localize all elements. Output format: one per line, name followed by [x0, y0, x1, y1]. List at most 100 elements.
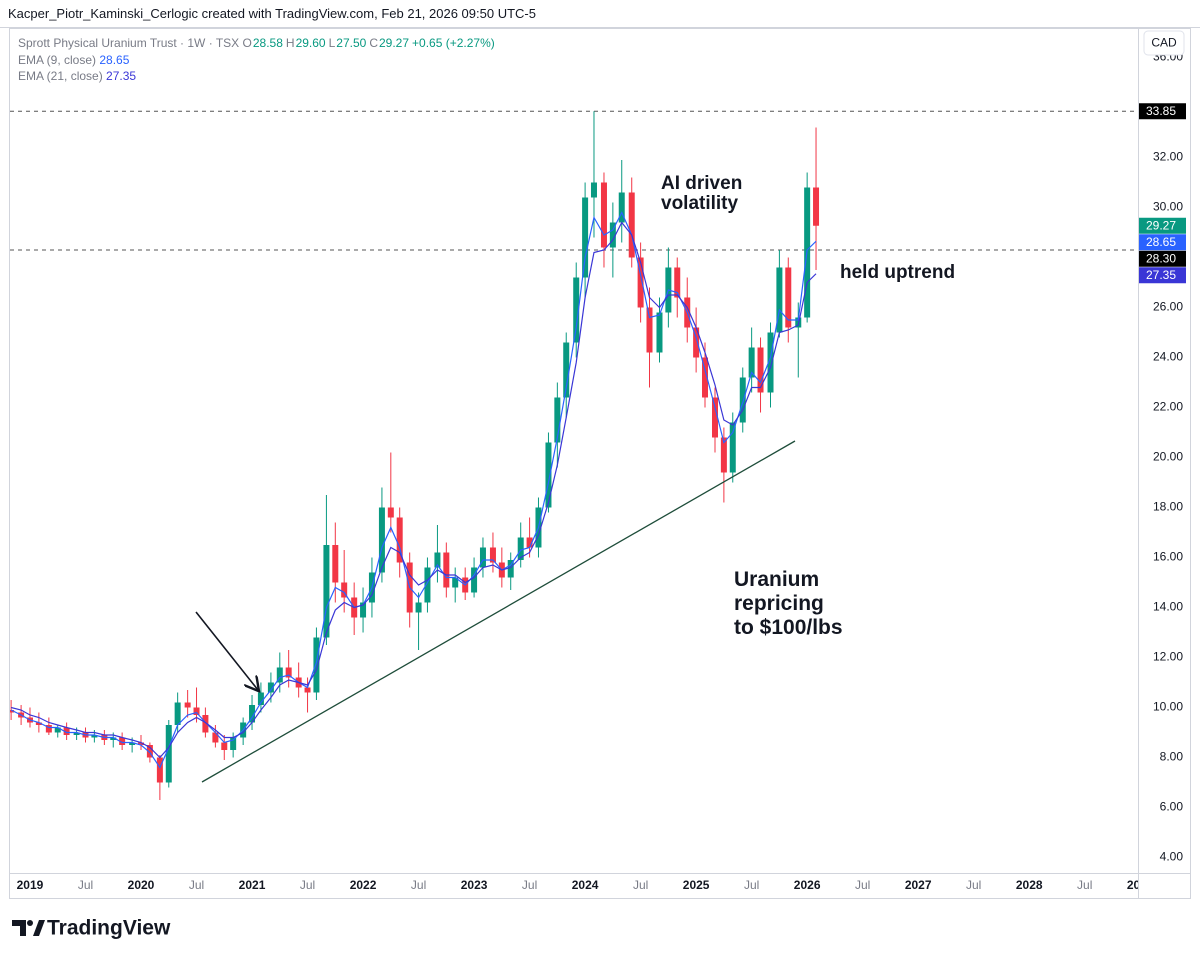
x-tick-label: Jul — [1077, 878, 1092, 892]
candle-body — [573, 277, 580, 343]
y-tick-label: 18.00 — [1153, 500, 1183, 514]
last-price-tag — [1139, 217, 1186, 234]
y-tick-label: 16.00 — [1153, 550, 1183, 564]
chart-frame — [9, 28, 1191, 899]
y-tick-label: 10.00 — [1153, 700, 1183, 714]
arrow — [195, 611, 258, 690]
candle-body — [693, 327, 700, 358]
candle-body — [590, 182, 597, 198]
candle-body — [63, 727, 70, 735]
candle-body — [748, 347, 755, 378]
change: +0.65 (+2.27%) — [412, 36, 495, 50]
plot — [10, 110, 1138, 800]
annotation: to $100/lbs — [734, 616, 843, 639]
ohlc-value: 29.60 — [295, 36, 326, 50]
candle-body — [313, 637, 320, 693]
trendline — [201, 440, 796, 783]
candle-body — [517, 537, 524, 560]
candle-body — [129, 742, 136, 745]
candle-body — [507, 560, 514, 578]
candle-body — [119, 737, 126, 745]
candle-body — [712, 397, 718, 438]
y-tick-label: 6.00 — [1160, 800, 1184, 814]
ohlc-value: 28.58 — [252, 36, 283, 50]
x-tick-label: 2024 — [572, 878, 599, 892]
x-tick-label: Jul — [855, 878, 870, 892]
x-tick-label: 2026 — [794, 878, 821, 892]
last-price-tag-label: 29.27 — [1146, 218, 1176, 232]
candle-body — [387, 507, 394, 518]
candle-body — [10, 710, 15, 713]
candle-body — [471, 567, 478, 593]
ema-tag — [1139, 267, 1186, 284]
candle-body — [720, 437, 727, 473]
x-tick-label: 2025 — [683, 878, 710, 892]
candle-body — [785, 267, 792, 328]
y-tick-label: 20.00 — [1153, 450, 1183, 464]
ema-line — [10, 221, 817, 759]
y-tick-label: 22.00 — [1153, 400, 1183, 414]
y-tick-label: 26.00 — [1153, 300, 1183, 314]
candle-body — [489, 547, 496, 563]
candle-body — [212, 732, 219, 743]
brand: TradingView — [47, 917, 171, 940]
time-axis: 2019 Jul 2020 Jul 2021 Jul 2022 Jul 2023 Jul 2024 J… — [17, 878, 1154, 892]
candle-body — [545, 442, 552, 508]
candle-body — [637, 257, 644, 308]
candle-body — [396, 517, 403, 563]
candle-body — [249, 705, 256, 723]
candle-body — [360, 602, 367, 618]
candle-body — [45, 725, 52, 733]
symbol: Sprott Physical Uranium Trust · 1W · TSX — [18, 36, 240, 50]
ema-tag — [1139, 234, 1186, 251]
level-tag-label: 33.85 — [1146, 104, 1176, 118]
level-tag-label: 28.30 — [1146, 251, 1176, 265]
x-tick-label: 2028 — [1016, 878, 1043, 892]
ohlc-key: H — [285, 36, 295, 50]
candle-body — [563, 342, 570, 398]
x-tick-label: Jul — [744, 878, 759, 892]
legend-main: Sprott Physical Uranium Trust · 1W · TSX… — [18, 35, 498, 52]
candle-body — [739, 377, 746, 423]
candle-body — [526, 537, 533, 548]
candle-body — [582, 197, 589, 278]
candle-body — [674, 267, 681, 298]
ema-tag-label: 27.35 — [1146, 268, 1176, 282]
candle-body — [146, 745, 153, 758]
x-tick-label: 2020 — [128, 878, 155, 892]
x-tick-label: 2029 — [1127, 878, 1154, 892]
candle-body — [323, 545, 330, 638]
x-tick-label: 2027 — [905, 878, 932, 892]
candle-body — [221, 742, 228, 750]
currency-button[interactable] — [1143, 30, 1185, 56]
candle-body — [91, 735, 98, 738]
candle-body — [656, 312, 663, 353]
y-tick-label: 4.00 — [1160, 850, 1184, 864]
candle-body — [479, 547, 486, 568]
annotation: AI driven — [661, 173, 742, 194]
ohlc-key: L — [328, 36, 336, 50]
ema-name: EMA (21, close) — [18, 69, 103, 83]
candle-body — [609, 222, 616, 248]
candle-body — [202, 715, 209, 733]
legend-ema: EMA (21, close) 27.35 — [18, 68, 498, 85]
y-tick-label: 8.00 — [1160, 750, 1184, 764]
x-tick-label: Jul — [966, 878, 981, 892]
ohlc-value: 27.50 — [336, 36, 367, 50]
candle-body — [257, 692, 264, 705]
price-tags: 33.85 29.27 28.65 28.30 27.35 — [1139, 103, 1186, 284]
x-tick-label: Jul — [300, 878, 315, 892]
candle-body — [35, 722, 42, 725]
candle-body — [54, 727, 61, 733]
x-tick-label: Jul — [78, 878, 93, 892]
x-tick-label: 2021 — [239, 878, 266, 892]
candle-body — [156, 757, 163, 783]
candle-body — [757, 347, 764, 393]
candle-body — [729, 422, 736, 473]
ohlc-key: C — [369, 36, 378, 50]
candle-body — [110, 737, 117, 740]
currency[interactable]: CAD — [1151, 36, 1177, 50]
candle-body — [285, 667, 292, 678]
annotation: repricing — [734, 592, 824, 615]
